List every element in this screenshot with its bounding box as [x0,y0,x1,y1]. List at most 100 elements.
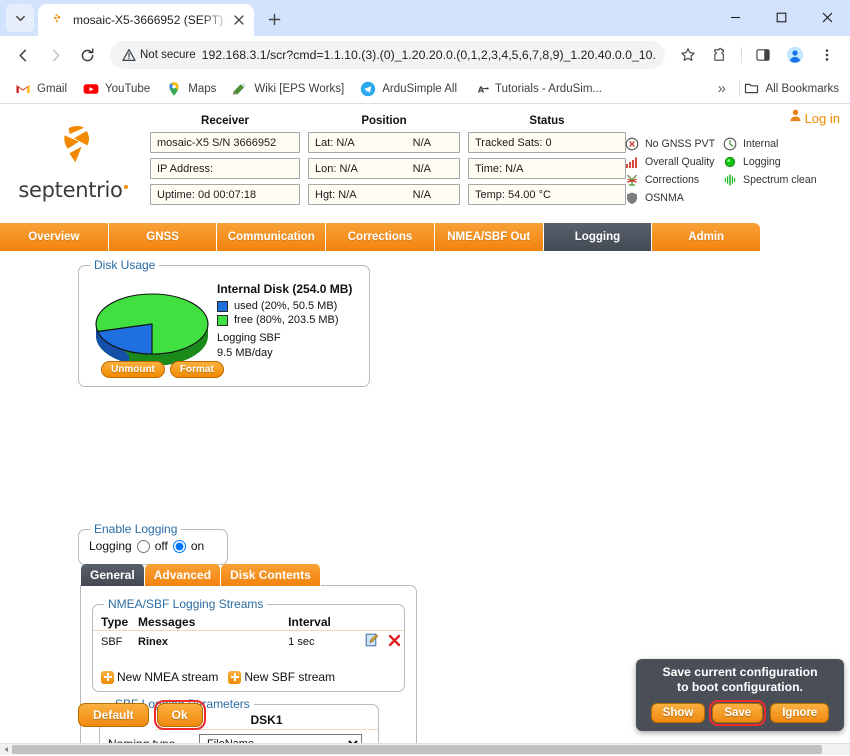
nav-tab-admin[interactable]: Admin [652,223,760,251]
format-button[interactable]: Format [169,361,224,378]
window-minimize-button[interactable] [712,0,758,34]
subtab-general[interactable]: General [81,564,145,586]
bookmark-wiki-eps-works[interactable]: Wiki [EPS Works] [225,78,351,100]
browser-tab[interactable]: mosaic-X5-3666952 (SEPT) - S [38,4,254,36]
forward-arrow-icon[interactable] [40,40,70,70]
clock-icon [723,137,737,151]
save-button[interactable]: Save [709,699,767,726]
maps-icon [166,81,182,97]
ok-button[interactable]: Ok [153,700,206,730]
login-link[interactable]: Log in [788,108,840,128]
scrollbar-thumb[interactable] [12,745,822,754]
extensions-icon[interactable] [705,40,735,70]
indicator-corrections: Corrections [625,173,717,187]
all-bookmarks-label: All Bookmarks [765,82,840,95]
gmail-icon [15,81,31,97]
naming-type-select[interactable]: FileName [199,734,362,743]
not-secure-indicator[interactable]: Not secure [122,48,196,62]
indicator-label: No GNSS PVT [645,138,716,150]
disk-usage-legend-block: Internal Disk (254.0 MB) used (20%, 50.5… [217,282,352,361]
legend-used-label: used (20%, 50.5 MB) [234,300,338,312]
logging-mode-text: Logging SBF 9.5 MB/day [217,331,352,361]
subtab-disk-contents[interactable]: Disk Contents [221,564,321,586]
logging-sub-tabs: General Advanced Disk Contents [81,564,321,586]
stream-type: SBF [101,635,123,648]
streams-legend: NMEA/SBF Logging Streams [104,597,268,611]
logo-dot [123,185,128,189]
bookmark-ardusimple-all[interactable]: ArduSimple All [353,78,464,100]
indicator-internal: Internal [723,137,817,151]
receiver-status-grid: Receiver mosaic-X5 S/N 3666952 IP Addres… [150,115,626,210]
bookmarks-overflow-button[interactable]: » [717,80,726,97]
nav-tab-corrections[interactable]: Corrections [326,223,435,251]
bookmark-label: Gmail [37,82,68,95]
tab-close-icon[interactable] [230,11,248,29]
nav-tab-nmea-sbf-out[interactable]: NMEA/SBF Out [434,223,544,251]
default-button[interactable]: Default [78,703,149,727]
logging-radio-off[interactable] [136,539,150,553]
subtab-advanced[interactable]: Advanced [144,564,222,586]
login-label: Log in [804,110,840,126]
bookmark-label: ArduSimple All [382,82,458,95]
side-panel-icon[interactable] [748,40,778,70]
logging-rate-label: 9.5 MB/day [217,346,273,359]
new-sbf-stream-link[interactable]: New SBF stream [228,670,335,684]
user-icon [788,108,803,128]
tab-title: mosaic-X5-3666952 (SEPT) - S [73,13,230,27]
delete-x-icon[interactable] [388,634,401,650]
bookmark-gmail[interactable]: Gmail [8,78,74,100]
nav-tab-logging[interactable]: Logging [543,223,653,251]
indicator-label: Internal [743,138,779,150]
logging-off-label: off [154,539,168,553]
legend-free-label: free (80%, 203.5 MB) [234,314,339,326]
window-maximize-button[interactable] [758,0,804,34]
nav-tab-gnss[interactable]: GNSS [108,223,218,251]
disk-usage-legend: Disk Usage [90,258,160,272]
unmount-button[interactable]: Unmount [101,361,165,378]
legend-swatch-used [217,300,228,312]
logging-radio-on[interactable] [172,539,186,553]
horizontal-scrollbar[interactable] [0,743,850,755]
receiver-uptime-field: Uptime: 0d 00:07:18 [150,184,300,205]
enable-logging-legend: Enable Logging [90,522,182,536]
indicator-label: Logging [743,156,781,168]
bookmark-star-icon[interactable] [673,40,703,70]
toolbar-icon-group [673,40,842,70]
bookmark-maps[interactable]: Maps [159,78,223,100]
profile-icon[interactable] [780,40,810,70]
new-tab-button[interactable] [260,5,288,33]
nav-tab-overview[interactable]: Overview [0,223,109,251]
bookmark-tutorials-ardusimple[interactable]: A Tutorials - ArduSim... [466,78,609,100]
bookmark-label: Maps [188,82,217,95]
folder-icon [744,81,760,97]
save-popup-buttons: Show Save Ignore [636,699,844,726]
disk-usage-pie-chart [93,284,211,368]
status-column-title: Receiver [201,115,249,127]
stream-add-links: New NMEA stream New SBF stream [101,670,335,684]
bookmark-youtube[interactable]: YouTube [76,78,157,100]
wiki-icon [232,81,248,97]
menu-kebab-icon[interactable] [812,40,842,70]
address-bar[interactable]: Not secure 192.168.3.1/scr?cmd=1.1.10.(3… [110,41,665,69]
browser-toolbar: Not secure 192.168.3.1/scr?cmd=1.1.10.(3… [0,36,850,74]
reload-icon[interactable] [72,40,102,70]
stream-interval: 1 sec [288,635,315,648]
all-bookmarks-button[interactable]: All Bookmarks [739,78,845,100]
toolbar-divider [741,47,742,63]
stream-actions [365,631,404,654]
edit-pencil-icon[interactable] [365,633,379,650]
osnma-shield-icon [625,191,639,205]
window-close-button[interactable] [804,0,850,34]
new-nmea-stream-link[interactable]: New NMEA stream [101,670,218,684]
bookmarks-divider [739,80,740,97]
back-arrow-icon[interactable] [8,40,38,70]
save-popup-message-line1: Save current configuration [662,665,818,679]
disk-title: Internal Disk (254.0 MB) [217,282,353,296]
scroll-left-arrow-icon[interactable] [0,744,12,756]
nav-tab-communication[interactable]: Communication [217,223,327,251]
ignore-button[interactable]: Ignore [770,702,830,723]
stream-messages: Rinex [138,635,168,648]
show-button[interactable]: Show [650,702,706,723]
tab-search-chevron-icon[interactable] [6,4,34,32]
browser-tab-strip: mosaic-X5-3666952 (SEPT) - S [0,0,850,36]
